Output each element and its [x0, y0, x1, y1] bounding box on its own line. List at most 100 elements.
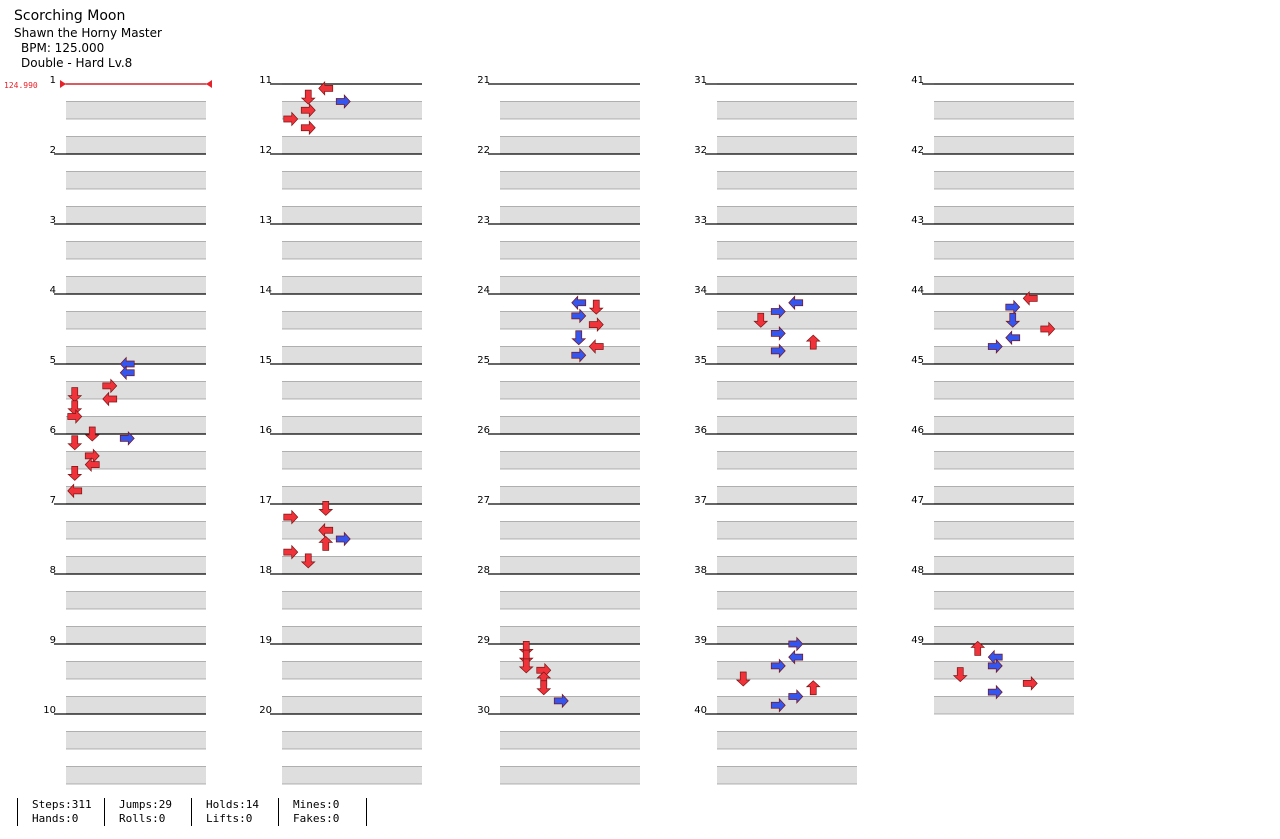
arrow-shape — [952, 667, 968, 683]
beat-band — [500, 346, 640, 364]
arrow-shape — [536, 680, 552, 696]
measure: 44 — [911, 285, 1074, 382]
measure: 1 — [50, 75, 206, 172]
arrow-note — [318, 80, 334, 96]
beat-band — [282, 661, 422, 679]
arrow-note — [788, 295, 804, 311]
measure-number: 12 — [259, 145, 272, 156]
measure-number: 34 — [694, 285, 707, 296]
measure-number: 31 — [694, 75, 707, 86]
beat-band — [282, 206, 422, 224]
beat-band — [66, 434, 206, 452]
arrow-shape — [735, 671, 751, 687]
arrow-shape — [318, 522, 334, 538]
beat-band — [282, 504, 422, 522]
beat-band — [934, 696, 1074, 714]
measure-number: 44 — [911, 285, 924, 296]
beat-band — [934, 189, 1074, 207]
measure: 7 — [50, 495, 206, 592]
beat-band — [717, 521, 857, 539]
measure-number: 45 — [911, 355, 924, 366]
arrow-shape — [805, 680, 821, 696]
beat-band — [282, 154, 422, 172]
measure: 29 — [477, 635, 640, 732]
arrow-shape — [300, 120, 316, 136]
measure: 19 — [259, 635, 422, 732]
beat-band — [717, 714, 857, 732]
beat-band — [66, 521, 206, 539]
arrow-shape — [571, 330, 587, 346]
beat-band — [282, 644, 422, 662]
beat-band — [717, 399, 857, 417]
measure-number: 2 — [50, 145, 56, 156]
beat-band — [934, 574, 1074, 592]
beat-band — [282, 451, 422, 469]
arrow-shape — [102, 378, 118, 394]
beat-band — [500, 311, 640, 329]
arrow-note — [1022, 675, 1038, 691]
stat-hands: Hands:0 — [32, 812, 79, 825]
measure-number: 25 — [477, 355, 490, 366]
stat-lifts: Lifts:0 — [206, 812, 253, 825]
arrow-shape — [571, 295, 587, 311]
arrow-note — [788, 636, 804, 652]
beat-band — [500, 749, 640, 767]
beat-band — [934, 486, 1074, 504]
arrow-shape — [119, 365, 135, 381]
beat-band — [66, 329, 206, 347]
beat-band — [934, 381, 1074, 399]
arrow-note — [300, 89, 316, 105]
measure-number: 5 — [50, 355, 56, 366]
beat-band — [282, 469, 422, 487]
beat-band — [934, 591, 1074, 609]
arrow-shape — [84, 457, 100, 473]
measure-number: 35 — [694, 355, 707, 366]
beat-band — [717, 486, 857, 504]
beat-band — [934, 364, 1074, 382]
beat-band — [66, 486, 206, 504]
beat-band — [934, 434, 1074, 452]
arrow-shape — [571, 347, 587, 363]
beat-band — [282, 539, 422, 557]
beat-band — [500, 644, 640, 662]
stats-column: Jumps:29 Rolls:0 — [104, 798, 191, 826]
arrow-note — [119, 365, 135, 381]
arrow-shape — [788, 689, 804, 704]
beat-band — [934, 521, 1074, 539]
beat-band — [717, 451, 857, 469]
beat-band — [66, 119, 206, 137]
measure: 32 — [694, 145, 857, 242]
beat-band — [934, 224, 1074, 242]
measure: 4 — [50, 285, 206, 382]
measure-number: 28 — [477, 565, 490, 576]
arrow-shape — [67, 387, 83, 403]
beat-band — [500, 696, 640, 714]
beat-band — [934, 399, 1074, 417]
beat-band — [500, 416, 640, 434]
arrow-note — [753, 312, 769, 328]
arrow-note — [952, 667, 968, 683]
beat-band — [934, 714, 1074, 732]
arrow-note — [571, 347, 587, 363]
beat-band — [500, 784, 640, 802]
beat-band — [717, 434, 857, 452]
beat-band — [66, 189, 206, 207]
arrow-shape — [335, 94, 351, 109]
arrow-note — [571, 295, 587, 311]
beat-band — [934, 504, 1074, 522]
arrow-note — [300, 120, 316, 136]
measure-number: 27 — [477, 495, 490, 506]
beat-band — [500, 539, 640, 557]
beat-band — [500, 329, 640, 347]
measure-number: 42 — [911, 145, 924, 156]
beat-band — [282, 329, 422, 347]
beat-band — [66, 784, 206, 802]
beat-band — [934, 136, 1074, 154]
measure-number: 13 — [259, 215, 272, 226]
measure: 24 — [477, 285, 640, 382]
beat-band — [500, 731, 640, 749]
bpm-change-label: 124.990 — [4, 81, 38, 90]
beat-band — [500, 504, 640, 522]
beat-band — [717, 294, 857, 312]
beat-band — [717, 154, 857, 172]
